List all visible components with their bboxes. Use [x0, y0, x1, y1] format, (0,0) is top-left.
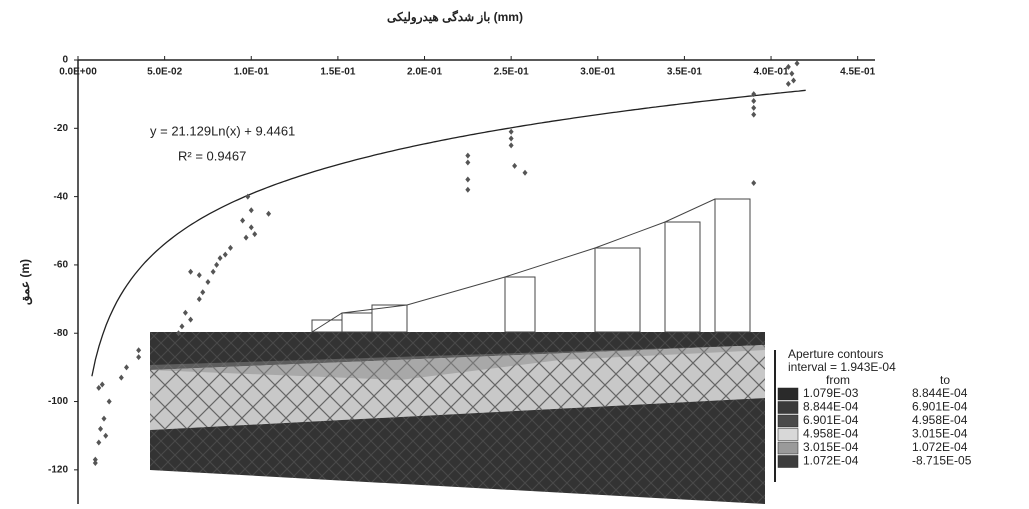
- point: [508, 135, 514, 142]
- point: [175, 330, 181, 337]
- x-tick-label: 1.0E-01: [234, 67, 269, 78]
- point: [794, 60, 800, 67]
- legend-interval: interval = 1.943E-04: [788, 360, 896, 374]
- point: [222, 251, 228, 258]
- point: [240, 217, 246, 224]
- point: [248, 207, 254, 214]
- point: [214, 261, 220, 268]
- point: [118, 374, 124, 381]
- point: [196, 272, 202, 279]
- x-tick-label: 3.5E-01: [667, 67, 702, 78]
- point: [136, 354, 142, 361]
- point: [785, 63, 791, 70]
- point: [205, 279, 211, 285]
- point: [465, 152, 471, 159]
- legend-swatch: [777, 428, 799, 441]
- legend-swatch: [777, 441, 799, 455]
- x-tick-label: 3.0E-01: [580, 67, 615, 78]
- point: [106, 398, 112, 405]
- legend-title: Aperture contours: [788, 347, 883, 361]
- legend-from-value: 1.079E-03: [803, 386, 859, 400]
- trend-r2: R² = 0.9467: [178, 148, 246, 163]
- chart-title: باز شدگی هیدرولیکی (mm): [387, 9, 523, 25]
- x-tick-label: 1.5E-01: [320, 67, 355, 78]
- point: [751, 97, 757, 104]
- y-tick-label: 0: [62, 55, 68, 66]
- legend-from-value: 8.844E-04: [803, 400, 859, 414]
- point: [785, 80, 791, 87]
- point: [243, 234, 249, 241]
- point: [751, 91, 757, 98]
- legend-to-value: 4.958E-04: [912, 413, 968, 427]
- point: [103, 432, 109, 439]
- point: [179, 323, 185, 330]
- point: [512, 162, 518, 169]
- point: [99, 381, 105, 388]
- x-tick-label: 5.0E-02: [147, 67, 182, 78]
- point: [508, 142, 514, 149]
- point: [248, 224, 254, 231]
- legend-from-value: 3.015E-04: [803, 440, 859, 454]
- point: [245, 193, 251, 200]
- point: [101, 415, 107, 422]
- y-tick-label: -80: [54, 328, 69, 339]
- legend-from-value: 4.958E-04: [803, 427, 859, 441]
- point: [751, 111, 757, 118]
- y-tick-label: -40: [54, 191, 69, 202]
- point: [92, 456, 98, 463]
- trendline: [91, 89, 806, 377]
- point: [188, 268, 194, 275]
- point: [465, 176, 471, 183]
- point: [182, 309, 188, 316]
- point: [196, 296, 202, 303]
- legend-to-value: 6.901E-04: [912, 400, 968, 414]
- y-tick-label: -20: [54, 123, 69, 134]
- legend-swatch: [777, 455, 799, 468]
- point: [508, 128, 514, 135]
- legend-from-value: 6.901E-04: [803, 413, 859, 427]
- point: [751, 104, 757, 111]
- x-tick-label: 4.0E-01: [754, 67, 789, 78]
- point: [227, 244, 233, 251]
- legend-from-value: 1.072E-04: [803, 454, 859, 468]
- point: [217, 255, 223, 262]
- point: [96, 439, 102, 446]
- x-tick-label: 2.5E-01: [494, 67, 529, 78]
- y-tick-label: -100: [48, 396, 68, 407]
- y-tick-label: -120: [48, 464, 68, 475]
- x-tick-label: 4.5E-01: [840, 67, 875, 78]
- point: [266, 210, 272, 217]
- point: [124, 364, 130, 371]
- point: [92, 460, 98, 467]
- point: [98, 425, 104, 432]
- point: [751, 179, 757, 186]
- point: [136, 347, 142, 354]
- x-tick-label: 2.0E-01: [407, 67, 442, 78]
- point: [210, 268, 216, 275]
- y-tick-label: -60: [54, 260, 69, 271]
- legend-swatch: [777, 401, 799, 414]
- point: [465, 159, 471, 166]
- point: [791, 77, 797, 84]
- legend-swatch: [777, 414, 799, 428]
- point: [465, 186, 471, 193]
- legend-swatch: [777, 387, 799, 401]
- point: [789, 70, 795, 77]
- trend-equation: y = 21.129Ln(x) + 9.4461: [150, 123, 295, 138]
- legend-to-value: -8.715E-05: [912, 454, 972, 468]
- legend-to: to: [940, 373, 950, 387]
- y-axis-label: عمق (m): [18, 259, 33, 305]
- point: [252, 231, 258, 238]
- legend-to-value: 8.844E-04: [912, 386, 968, 400]
- point: [96, 384, 102, 391]
- x-tick-label: 0.0E+00: [59, 67, 97, 78]
- point: [522, 169, 528, 176]
- legend-from: from: [826, 373, 850, 387]
- point: [188, 316, 194, 323]
- legend-to-value: 3.015E-04: [912, 427, 968, 441]
- point: [200, 289, 206, 296]
- inset-profile: [150, 198, 765, 504]
- legend-to-value: 1.072E-04: [912, 440, 968, 454]
